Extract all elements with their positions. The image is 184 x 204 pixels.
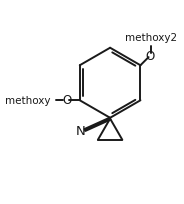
Text: methoxy: methoxy [5,95,51,105]
Text: O: O [62,94,72,107]
Text: methoxy2: methoxy2 [125,32,177,42]
Text: O: O [145,50,154,63]
Text: N: N [75,124,85,137]
